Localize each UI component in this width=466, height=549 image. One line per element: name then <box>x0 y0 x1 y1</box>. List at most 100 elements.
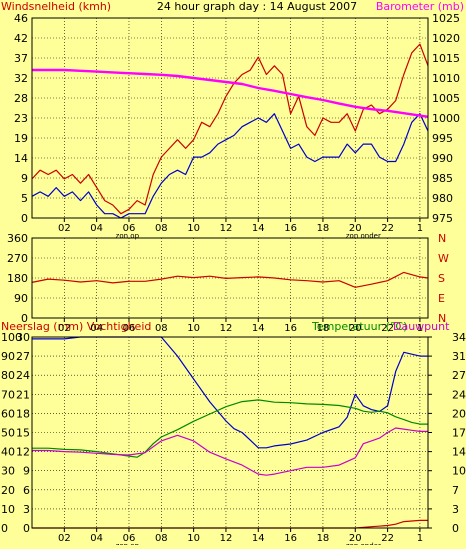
humidity-ytick-label-1: 10 <box>1 503 15 516</box>
humidity-ytick-label-6: 60 <box>1 407 15 420</box>
barometer-ytick-label-7: 1010 <box>432 72 460 85</box>
barometer-ytick-label-5: 1000 <box>432 112 460 125</box>
temperature-ytick-label-6: 20 <box>452 407 466 420</box>
barometer-ytick-label-9: 1020 <box>432 32 460 45</box>
temperature-ytick-label-5: 17 <box>452 427 466 440</box>
wind-ytick-label-7: 32 <box>14 72 28 85</box>
tick-layer: 0591419232832374246975980985990995100010… <box>1 12 466 549</box>
wind-ytick-label-0: 0 <box>21 212 28 225</box>
series-line-direction <box>31 271 429 288</box>
barometer-ytick-label-1: 980 <box>432 192 453 205</box>
wind-xtick-label-9: 20 <box>349 223 362 234</box>
climate-xtick-label-7: 16 <box>284 533 297 544</box>
compass-label-2: S <box>438 272 445 285</box>
wind-xtick-label-1: 04 <box>90 223 103 234</box>
barometer-ytick-label-6: 1005 <box>432 92 460 105</box>
wind-xtick-label-5: 12 <box>220 223 233 234</box>
wind-xtick-label-11: 1 <box>417 223 423 234</box>
climate-xtick-label-2: 06 <box>123 533 136 544</box>
compass-label-0: N <box>438 232 446 245</box>
humidity-ytick-label-10: 100 <box>1 331 22 344</box>
dewpoint-axis-label: Dauwpunt <box>393 320 450 333</box>
rain-ytick-label-1: 3 <box>23 503 30 516</box>
wind-ytick-label-5: 23 <box>14 112 28 125</box>
temperature-ytick-label-8: 27 <box>452 369 466 382</box>
direction-xtick-label-7: 16 <box>284 323 297 334</box>
compass-label-3: E <box>438 292 445 305</box>
wind-xtick-label-10: 22 <box>381 223 394 234</box>
barometer-ytick-label-0: 975 <box>432 212 453 225</box>
wind-ytick-label-2: 9 <box>21 172 28 185</box>
climate-xtick-label-6: 14 <box>252 533 265 544</box>
wind-xtick-label-8: 18 <box>317 223 330 234</box>
direction-xtick-label-10: 22 <box>381 323 394 334</box>
wind-sun-label-0: zon op <box>116 232 140 240</box>
humidity-ytick-label-3: 30 <box>1 465 15 478</box>
rain-ytick-label-4: 12 <box>16 446 30 459</box>
direction-ytick-label-0: 0 <box>21 312 28 325</box>
temperature-ytick-label-2: 7 <box>452 484 459 497</box>
wind-ytick-label-9: 42 <box>14 32 28 45</box>
wind-axis-label: Windsnelheid (kmh) <box>1 0 111 13</box>
direction-xtick-label-11: 1 <box>417 323 423 334</box>
temperature-ytick-label-0: 0 <box>452 522 459 535</box>
wind-xtick-label-7: 16 <box>284 223 297 234</box>
wind-ytick-label-10: 46 <box>14 12 28 25</box>
temperature-ytick-label-7: 24 <box>452 388 466 401</box>
barometer-ytick-label-10: 1025 <box>432 12 460 25</box>
compass-label-4: N <box>438 312 446 325</box>
series-line-wind_avg <box>31 113 429 219</box>
direction-ytick-label-3: 270 <box>7 252 28 265</box>
rain-ytick-label-3: 9 <box>23 465 30 478</box>
direction-plot-frame <box>31 237 429 319</box>
direction-xtick-label-5: 12 <box>220 323 233 334</box>
grid-layer <box>32 18 428 528</box>
wind-xtick-label-0: 02 <box>58 223 71 234</box>
rain-ytick-label-6: 18 <box>16 407 30 420</box>
wind-ytick-label-4: 19 <box>14 132 28 145</box>
wind-ytick-label-3: 14 <box>14 152 28 165</box>
direction-xtick-label-6: 14 <box>252 323 265 334</box>
wind-xtick-label-3: 08 <box>155 223 168 234</box>
series-line-dewpoint <box>32 427 428 476</box>
rain-ytick-label-7: 21 <box>16 388 30 401</box>
wind-xtick-label-2: 06 <box>123 223 136 234</box>
wind-xtick-label-4: 10 <box>187 223 200 234</box>
rain-ytick-label-10: 30 <box>16 331 30 344</box>
wind-ytick-label-1: 5 <box>21 192 28 205</box>
temperature-ytick-label-1: 3 <box>452 503 459 516</box>
climate-xtick-label-4: 10 <box>187 533 200 544</box>
direction-xtick-label-1: 04 <box>90 323 103 334</box>
humidity-ytick-label-0: 0 <box>1 522 8 535</box>
barometer-ytick-label-3: 990 <box>432 152 453 165</box>
humidity-ytick-label-4: 40 <box>1 446 15 459</box>
rain-ytick-label-0: 0 <box>23 522 30 535</box>
rain-humidity-axis-label: Neerslag (mm) Vochtigheid <box>1 320 151 333</box>
climate-xtick-label-1: 04 <box>90 533 103 544</box>
temperature-ytick-label-3: 10 <box>452 465 466 478</box>
direction-xtick-label-9: 20 <box>349 323 362 334</box>
series-line-gust <box>31 43 429 215</box>
rain-ytick-label-8: 24 <box>16 369 30 382</box>
barometer-axis-label: Barometer (mb) <box>376 0 464 13</box>
temperature-ytick-label-4: 14 <box>452 446 466 459</box>
climate-xtick-label-11: 1 <box>417 533 423 544</box>
direction-ytick-label-1: 90 <box>14 292 28 305</box>
series-line-pressure <box>32 68 429 118</box>
wind-sun-label-1: zon onder <box>346 232 381 240</box>
direction-xtick-label-3: 08 <box>155 323 168 334</box>
humidity-ytick-label-8: 80 <box>1 369 15 382</box>
barometer-ytick-label-2: 985 <box>432 172 453 185</box>
climate-xtick-label-5: 12 <box>220 533 233 544</box>
wind-xtick-label-6: 14 <box>252 223 265 234</box>
temperature-ytick-label-9: 31 <box>452 350 466 363</box>
wind-ytick-label-8: 37 <box>14 52 28 65</box>
direction-xtick-label-4: 10 <box>187 323 200 334</box>
rain-ytick-label-5: 15 <box>16 427 30 440</box>
compass-label-1: W <box>438 252 449 265</box>
wind-plot-frame <box>31 17 429 219</box>
humidity-ytick-label-2: 20 <box>1 484 15 497</box>
